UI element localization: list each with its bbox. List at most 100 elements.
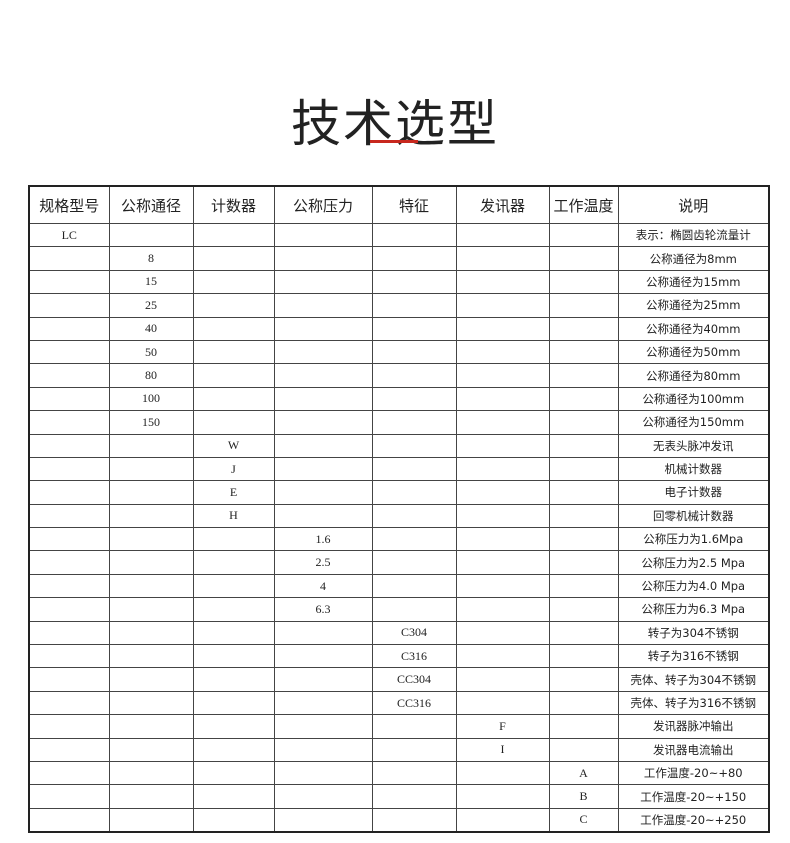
header-transmitter: 发讯器 xyxy=(455,185,550,224)
cell-nominal-diameter xyxy=(108,667,194,692)
cell-nominal-pressure: 4 xyxy=(273,573,373,599)
cell-transmitter xyxy=(455,456,550,482)
cell-work-temperature xyxy=(548,363,619,388)
cell-model xyxy=(28,316,110,341)
cell-nominal-pressure xyxy=(273,690,373,716)
cell-description: 公称压力为4.0 Mpa xyxy=(617,573,770,599)
cell-transmitter xyxy=(455,760,550,786)
cell-work-temperature xyxy=(548,269,619,295)
cell-feature xyxy=(371,363,457,388)
table-row: C 工作温度-20~+250 xyxy=(28,807,770,833)
cell-nominal-pressure: 1.6 xyxy=(273,527,373,552)
cell-feature: CC316 xyxy=(371,690,457,716)
cell-description: 工作温度-20~+250 xyxy=(617,807,770,833)
cell-nominal-pressure xyxy=(273,246,373,271)
cell-nominal-pressure xyxy=(273,737,373,762)
cell-feature xyxy=(371,386,457,412)
cell-description: 工作温度-20~+80 xyxy=(617,760,770,786)
cell-nominal-diameter: 80 xyxy=(108,363,194,388)
cell-work-temperature xyxy=(548,339,619,365)
cell-transmitter xyxy=(455,433,550,458)
cell-work-temperature: C xyxy=(548,807,619,833)
cell-transmitter xyxy=(455,503,550,529)
cell-counter xyxy=(192,246,275,271)
cell-description: 公称通径为100mm xyxy=(617,386,770,412)
table-row: 25 公称通径为25mm xyxy=(28,293,770,318)
cell-feature xyxy=(371,503,457,529)
cell-nominal-diameter xyxy=(108,620,194,646)
cell-counter xyxy=(192,550,275,575)
cell-model xyxy=(28,620,110,646)
cell-description: 壳体、转子为316不锈钢 xyxy=(617,690,770,716)
table-row: I 发讯器电流输出 xyxy=(28,737,770,762)
cell-description: 公称通径为40mm xyxy=(617,316,770,341)
cell-nominal-diameter: 100 xyxy=(108,386,194,412)
cell-work-temperature xyxy=(548,433,619,458)
cell-nominal-diameter xyxy=(108,433,194,458)
cell-nominal-pressure: 6.3 xyxy=(273,597,373,622)
cell-transmitter xyxy=(455,550,550,575)
cell-counter: E xyxy=(192,480,275,505)
cell-nominal-pressure xyxy=(273,222,373,248)
page-title: 技术选型 xyxy=(291,94,499,153)
cell-work-temperature xyxy=(548,293,619,318)
cell-nominal-diameter xyxy=(108,456,194,482)
cell-feature: CC304 xyxy=(371,667,457,692)
cell-description: 公称通径为25mm xyxy=(617,293,770,318)
cell-description: 转子为304不锈钢 xyxy=(617,620,770,646)
cell-model xyxy=(28,269,110,295)
cell-counter xyxy=(192,386,275,412)
header-feature: 特征 xyxy=(371,185,457,224)
cell-nominal-pressure xyxy=(273,760,373,786)
cell-counter xyxy=(192,293,275,318)
cell-model xyxy=(28,456,110,482)
selection-table: 规格型号 公称通径 计数器 公称压力 特征 发讯器 工作温度 说明 LC 表示：椭圆齿轮流量计 8… xyxy=(28,185,770,834)
cell-model xyxy=(28,784,110,809)
cell-feature xyxy=(371,784,457,809)
cell-transmitter xyxy=(455,690,550,716)
cell-model xyxy=(28,714,110,739)
cell-counter xyxy=(192,573,275,599)
cell-nominal-diameter: 40 xyxy=(108,316,194,341)
cell-work-temperature xyxy=(548,690,619,716)
title-underline xyxy=(370,140,418,143)
cell-nominal-diameter xyxy=(108,690,194,716)
cell-transmitter: I xyxy=(455,737,550,762)
cell-counter xyxy=(192,714,275,739)
cell-nominal-pressure xyxy=(273,339,373,365)
cell-nominal-diameter xyxy=(108,222,194,248)
table-row: E 电子计数器 xyxy=(28,480,770,505)
cell-nominal-pressure xyxy=(273,316,373,341)
cell-counter xyxy=(192,690,275,716)
table-row: J 机械计数器 xyxy=(28,456,770,482)
cell-counter: H xyxy=(192,503,275,529)
cell-transmitter xyxy=(455,246,550,271)
cell-model xyxy=(28,644,110,669)
cell-model xyxy=(28,737,110,762)
cell-feature xyxy=(371,456,457,482)
cell-work-temperature: A xyxy=(548,760,619,786)
cell-model xyxy=(28,246,110,271)
cell-transmitter xyxy=(455,269,550,295)
cell-work-temperature xyxy=(548,737,619,762)
header-nominal-pressure: 公称压力 xyxy=(273,185,373,224)
cell-counter xyxy=(192,363,275,388)
cell-description: 壳体、转子为304不锈钢 xyxy=(617,667,770,692)
cell-nominal-pressure xyxy=(273,714,373,739)
cell-work-temperature xyxy=(548,503,619,529)
table-row: CC316 壳体、转子为316不锈钢 xyxy=(28,690,770,716)
cell-counter xyxy=(192,527,275,552)
cell-description: 公称通径为150mm xyxy=(617,410,770,435)
cell-feature xyxy=(371,222,457,248)
cell-feature xyxy=(371,597,457,622)
cell-transmitter xyxy=(455,222,550,248)
header-description: 说明 xyxy=(617,185,770,224)
cell-nominal-diameter: 15 xyxy=(108,269,194,295)
table-row: 40 公称通径为40mm xyxy=(28,316,770,341)
table-row: 80 公称通径为80mm xyxy=(28,363,770,388)
cell-description: 公称通径为8mm xyxy=(617,246,770,271)
table-row: W 无表头脉冲发讯 xyxy=(28,433,770,458)
cell-model: LC xyxy=(28,222,110,248)
header-model: 规格型号 xyxy=(28,185,110,224)
table-row: 50 公称通径为50mm xyxy=(28,339,770,365)
